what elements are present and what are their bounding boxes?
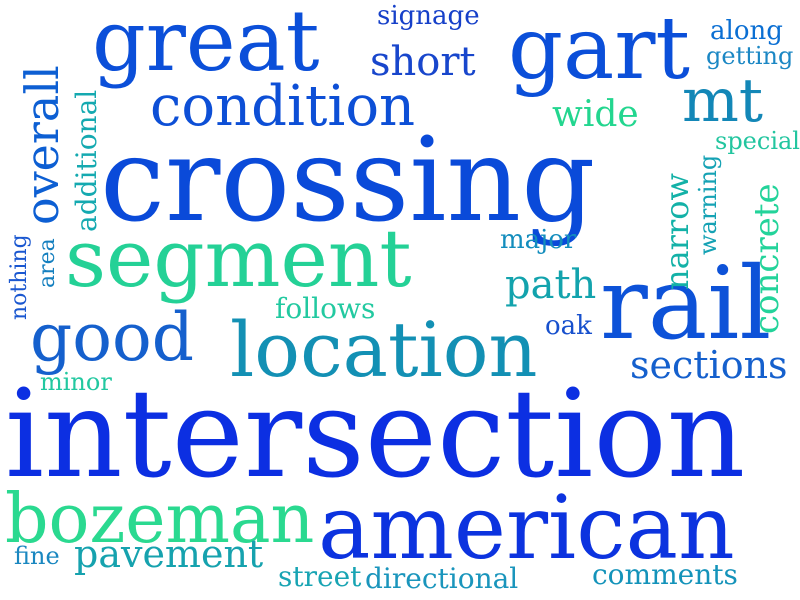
word-condition: condition (150, 74, 415, 139)
word-concrete: concrete (747, 183, 787, 334)
word-narrow: narrow (658, 173, 696, 290)
word-getting: getting (706, 42, 793, 70)
word-path: path (505, 262, 596, 308)
word-signage: signage (377, 1, 480, 31)
word-overall: overall (15, 65, 69, 225)
word-major: major (500, 225, 577, 255)
word-crossing: crossing (100, 113, 595, 248)
word-street: street (278, 560, 362, 593)
word-wide: wide (552, 94, 639, 135)
word-short: short (370, 39, 476, 85)
word-nothing: nothing (7, 234, 32, 320)
word-location: location (230, 305, 538, 394)
word-along: along (710, 16, 783, 46)
word-special: special (715, 127, 800, 155)
word-fine: fine (14, 542, 60, 570)
word-rail: rail (600, 245, 771, 362)
word-additional: additional (70, 90, 103, 232)
word-intersection: intersection (5, 363, 745, 505)
word-area: area (35, 238, 60, 288)
word-mt: mt (682, 66, 763, 136)
word-pavement: pavement (74, 532, 263, 576)
word-good: good (30, 299, 194, 376)
word-gart: gart (508, 0, 690, 99)
word-segment: segment (65, 212, 411, 305)
word-great: great (92, 0, 320, 90)
word-warning: warning (694, 155, 722, 255)
word-oak: oak (545, 311, 592, 341)
word-sections: sections (630, 343, 788, 387)
word-american: american (318, 476, 735, 579)
word-comments: comments (592, 558, 738, 591)
word-directional: directional (365, 562, 518, 595)
word-follows: follows (275, 292, 375, 325)
word-minor: minor (40, 368, 112, 396)
word-bozeman: bozeman (5, 480, 314, 559)
